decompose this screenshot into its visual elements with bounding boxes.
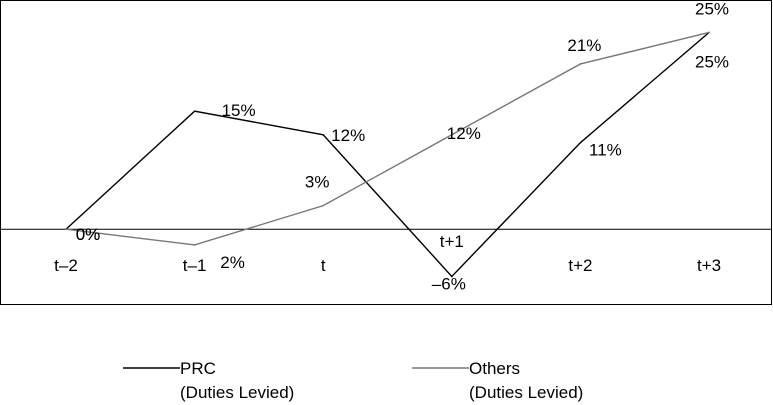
x-tick-label: t–2: [54, 256, 78, 275]
others-data-label: 0%: [76, 225, 101, 244]
legend-label: PRC: [180, 359, 216, 378]
others-data-point: [451, 133, 453, 136]
prc-data-label: –6%: [432, 274, 466, 293]
prc-data-label: 25%: [695, 52, 729, 71]
series-lines: [65, 31, 710, 278]
others-series-line: [65, 31, 710, 246]
legend-item-others: Others (Duties Levied): [412, 359, 583, 402]
others-data-label: 2%: [220, 253, 245, 272]
prc-data-point: [579, 141, 582, 144]
others-data-label: 21%: [567, 36, 601, 55]
others-data-label: 25%: [695, 0, 729, 18]
others-data-point: [193, 244, 196, 246]
others-data-point: [65, 228, 67, 231]
x-tick-label: t+3: [697, 256, 721, 275]
others-data-point: [322, 204, 325, 207]
others-data-point: [708, 31, 710, 34]
prc-data-point: [193, 110, 196, 112]
prc-data-label: 15%: [222, 101, 256, 120]
prc-data-point: [322, 133, 325, 136]
x-tick-label: t–1: [183, 256, 207, 275]
legend: PRC (Duties Levied) Others (Duties Levied): [123, 359, 583, 402]
x-tick-label: t: [321, 256, 326, 275]
data-labels: 0%15%12%–6%11%25%0%2%3%12%21%25%: [76, 0, 729, 293]
x-tick-labels: t–2 t–1 t t+1 t+2 t+3: [54, 232, 721, 275]
prc-data-point: [451, 275, 453, 278]
others-data-label: 12%: [447, 124, 481, 143]
plot-area: [0, 0, 772, 305]
prc-data-label: 11%: [589, 141, 622, 160]
legend-label: Others: [469, 359, 520, 378]
legend-label: (Duties Levied): [180, 383, 294, 402]
others-data-point: [579, 63, 582, 65]
prc-data-label: 12%: [331, 126, 365, 145]
prc-series-line: [65, 31, 710, 278]
x-tick-label: t+1: [440, 232, 464, 251]
prc-data-label: 0%: [76, 225, 101, 244]
legend-label: (Duties Levied): [469, 383, 583, 402]
legend-item-prc: PRC (Duties Levied): [123, 359, 294, 402]
x-tick-label: t+2: [568, 256, 592, 275]
others-data-label: 3%: [305, 173, 330, 192]
